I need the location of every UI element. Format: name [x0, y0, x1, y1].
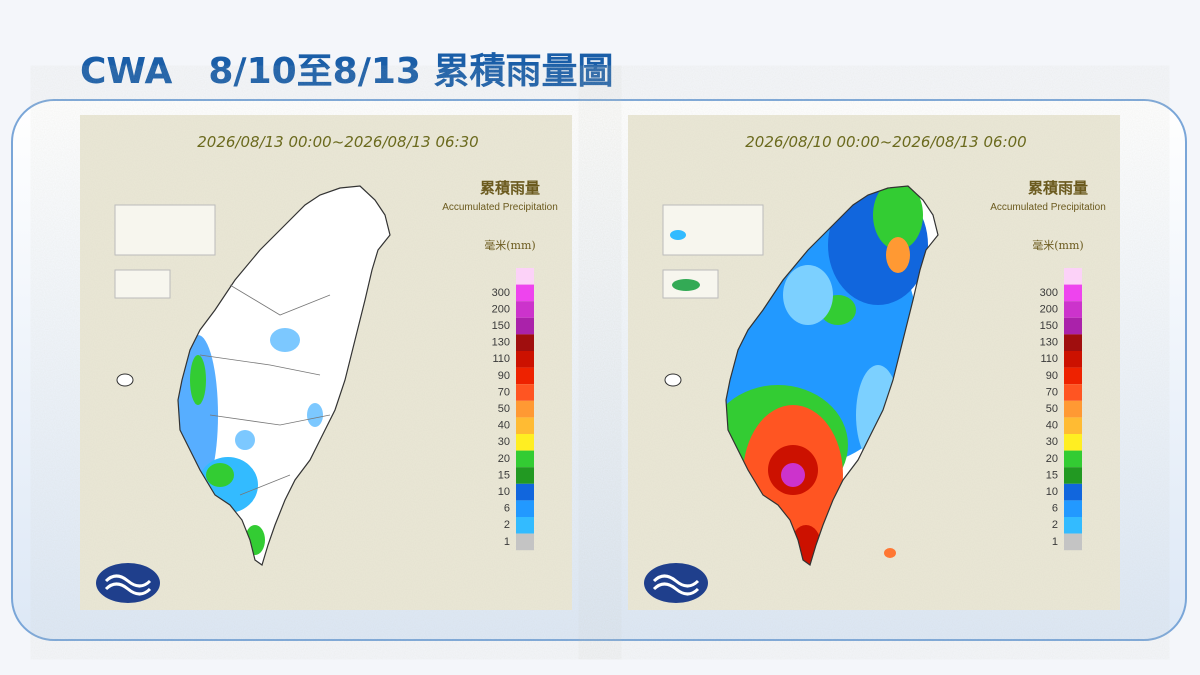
legend: 累積雨量 Accumulated Precipitation 毫米(mm) 300 20…: [990, 179, 1106, 551]
legend-label: 15: [1046, 469, 1058, 481]
legend-subtitle: Accumulated Precipitation: [990, 202, 1106, 213]
legend-label: 10: [1046, 486, 1058, 498]
legend-label: 200: [1040, 303, 1058, 315]
legend-label: 200: [492, 303, 510, 315]
legend-swatch: [1064, 417, 1082, 434]
cwa-logo: [96, 563, 160, 603]
legend-swatch: [516, 517, 534, 534]
legend-label: 90: [1046, 370, 1058, 382]
time-range: 2026/08/10 00:00~2026/08/13 06:00: [745, 133, 1026, 151]
legend-swatch: [1064, 517, 1082, 534]
legend-label: 110: [1040, 353, 1058, 365]
legend-swatch: [1064, 268, 1082, 285]
legend-swatch: [1064, 483, 1082, 501]
legend-swatch: [516, 434, 534, 451]
legend-label: 300: [1040, 287, 1058, 299]
legend-swatch: [1064, 351, 1082, 368]
inset-rain: [672, 279, 700, 291]
legend-swatch: [1064, 434, 1082, 451]
legend-swatch: [1064, 533, 1082, 551]
legend-label: 20: [1046, 453, 1058, 465]
legend-label: 2: [1052, 519, 1058, 531]
legend-label: 150: [1040, 320, 1058, 332]
legend-label: 50: [1046, 403, 1058, 415]
legend-swatch: [516, 500, 534, 517]
legend-unit: 毫米(mm): [1032, 238, 1083, 252]
legend-label: 40: [498, 420, 510, 432]
legend-label: 20: [498, 453, 510, 465]
legend-label: 6: [504, 503, 510, 515]
legend-swatch: [516, 483, 534, 501]
legend-swatch: [516, 351, 534, 368]
legend-swatch: [1064, 467, 1082, 484]
cwa-logo: [644, 563, 708, 603]
legend-swatch: [1064, 500, 1082, 517]
legend-title: 累積雨量: [1028, 179, 1088, 197]
legend-swatch: [516, 268, 534, 285]
legend-label: 10: [498, 486, 510, 498]
island-insets: [114, 204, 216, 299]
rain-map: 2026/08/10 00:00~2026/08/13 06:00 累積雨量 Ac…: [628, 115, 1120, 610]
inset-rain: [670, 230, 686, 240]
legend-label: 15: [498, 469, 510, 481]
county-lines: [199, 284, 331, 496]
legend-swatch: [516, 301, 534, 318]
legend-swatch: [1064, 334, 1082, 351]
lanyu: [884, 548, 896, 558]
penghu: [664, 373, 682, 387]
legend-swatch: [516, 450, 534, 468]
legend-swatch: [1064, 301, 1082, 318]
legend-swatch: [1064, 384, 1082, 401]
legend-title: 累積雨量: [480, 179, 540, 197]
legend-swatch: [516, 384, 534, 401]
legend-label: 90: [498, 370, 510, 382]
legend-label: 40: [1046, 420, 1058, 432]
legend-swatch: [516, 467, 534, 484]
legend-label: 130: [1040, 337, 1058, 349]
legend-swatch: [1064, 400, 1082, 418]
legend-swatch: [1064, 317, 1082, 335]
legend-unit: 毫米(mm): [484, 238, 535, 252]
legend-swatch: [1064, 367, 1082, 385]
legend-subtitle: Accumulated Precipitation: [442, 202, 558, 213]
legend-swatch: [516, 417, 534, 434]
legend-swatch: [516, 334, 534, 351]
legend-swatch: [516, 400, 534, 418]
legend-label: 30: [498, 436, 510, 448]
legend-label: 1: [1052, 536, 1058, 548]
legend-label: 1: [504, 536, 510, 548]
legend-label: 150: [492, 320, 510, 332]
penghu: [116, 373, 134, 387]
legend-label: 300: [492, 287, 510, 299]
slide-title: CWA 8/10至8/13 累積雨量圖: [80, 51, 614, 92]
legend-label: 2: [504, 519, 510, 531]
island-insets: [662, 204, 764, 299]
legend-label: 130: [492, 337, 510, 349]
legend-swatch: [516, 317, 534, 335]
legend-swatch: [516, 284, 534, 302]
time-range: 2026/08/13 00:00~2026/08/13 06:30: [197, 133, 478, 151]
legend-swatch: [516, 533, 534, 551]
legend-swatch: [1064, 450, 1082, 468]
legend-label: 6: [1052, 503, 1058, 515]
legend-label: 70: [498, 386, 510, 398]
rain-map: 2026/08/13 00:00~2026/08/13 06:30 累積雨量 Ac…: [80, 115, 572, 610]
legend-label: 70: [1046, 386, 1058, 398]
legend: 累積雨量 Accumulated Precipitation 毫米(mm) 300 20…: [442, 179, 558, 551]
legend-label: 110: [492, 353, 510, 365]
legend-swatch: [516, 367, 534, 385]
legend-label: 50: [498, 403, 510, 415]
legend-swatch: [1064, 284, 1082, 302]
legend-label: 30: [1046, 436, 1058, 448]
